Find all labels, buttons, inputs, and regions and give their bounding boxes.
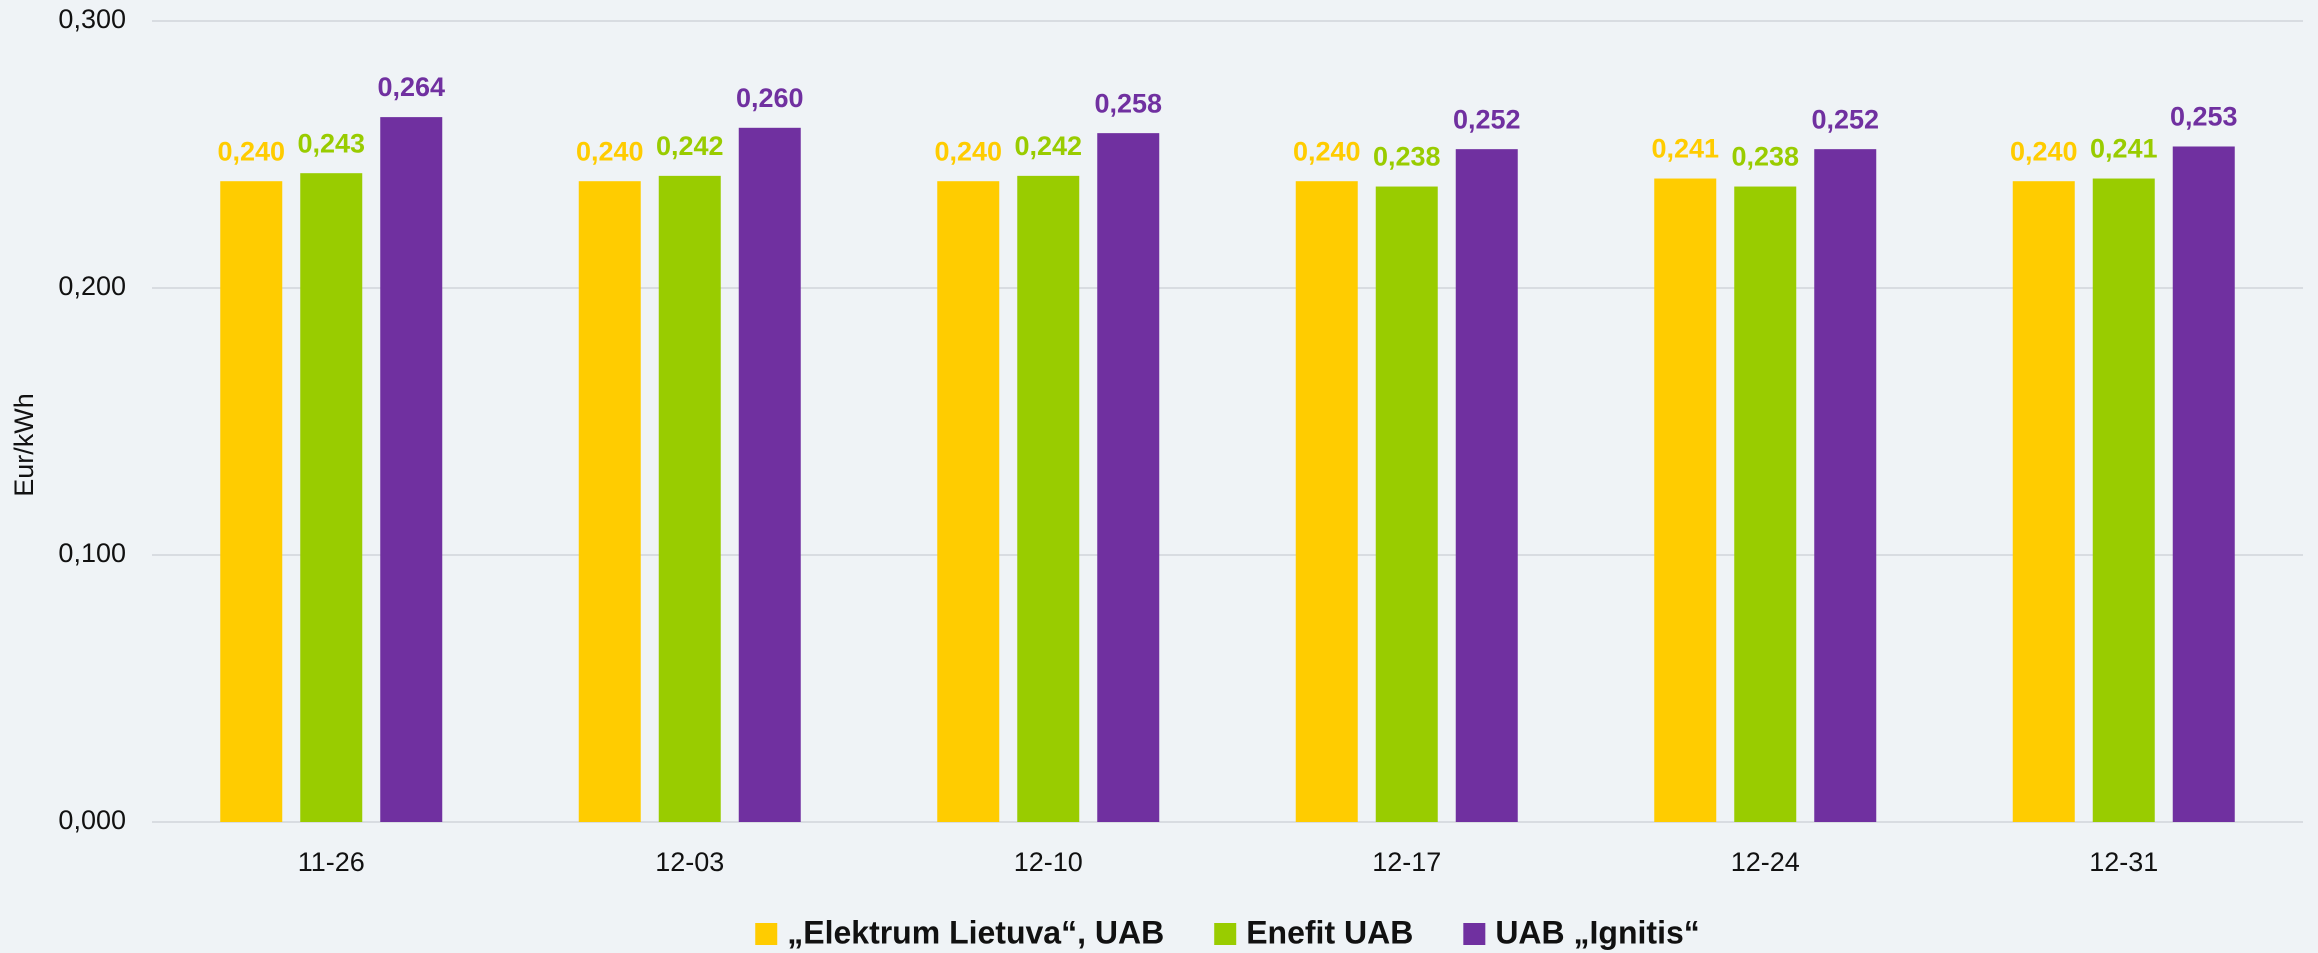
bar	[380, 117, 443, 823]
data-label: 0,253	[2170, 102, 2238, 132]
y-tick-label: 0,300	[58, 4, 126, 34]
legend-swatch	[755, 923, 778, 945]
x-tick-label: 12-03	[655, 847, 724, 877]
bar	[1814, 149, 1877, 822]
bar	[1654, 178, 1717, 822]
y-axis-label: Eur/kWh	[9, 393, 39, 497]
data-label: 0,238	[1731, 142, 1799, 172]
bar	[937, 181, 1000, 822]
bar	[1097, 133, 1160, 822]
data-label: 0,258	[1094, 88, 1162, 118]
bar	[2092, 178, 2155, 822]
bar	[1455, 149, 1518, 822]
data-label: 0,238	[1373, 142, 1441, 172]
data-label: 0,260	[736, 83, 804, 113]
legend-label: „Elektrum Lietuva“, UAB	[787, 914, 1164, 950]
legend-swatch	[1214, 923, 1237, 945]
x-tick-label: 12-10	[1014, 847, 1083, 877]
data-label: 0,240	[1293, 136, 1361, 166]
x-tick-label: 12-31	[2089, 847, 2158, 877]
data-label: 0,240	[2010, 136, 2078, 166]
bar	[1017, 175, 1080, 823]
x-tick-label: 12-24	[1731, 847, 1800, 877]
y-tick-label: 0,200	[58, 271, 126, 301]
bar	[1375, 186, 1438, 823]
bar	[2172, 146, 2235, 823]
x-tick-label: 12-17	[1372, 847, 1441, 877]
data-label: 0,252	[1811, 104, 1879, 134]
data-label: 0,240	[217, 136, 285, 166]
bar	[1295, 181, 1358, 822]
y-tick-label: 0,000	[58, 805, 126, 835]
bar	[658, 175, 721, 823]
data-label: 0,240	[934, 136, 1002, 166]
data-label: 0,241	[1651, 134, 1719, 164]
bar	[220, 181, 283, 822]
data-label: 0,264	[377, 72, 445, 102]
legend-label: UAB „Ignitis“	[1495, 914, 1699, 950]
data-label: 0,243	[297, 128, 365, 158]
data-label: 0,242	[656, 131, 724, 161]
bar	[300, 173, 363, 822]
legend-swatch	[1463, 923, 1486, 945]
y-tick-label: 0,100	[58, 538, 126, 568]
legend-label: Enefit UAB	[1246, 914, 1413, 950]
data-label: 0,242	[1014, 131, 1082, 161]
bar	[578, 181, 641, 822]
data-label: 0,252	[1453, 104, 1521, 134]
bar	[1734, 186, 1797, 823]
bar	[738, 127, 801, 823]
data-label: 0,240	[576, 136, 644, 166]
bar	[2012, 181, 2075, 822]
data-label: 0,241	[2090, 134, 2158, 164]
x-tick-label: 11-26	[298, 847, 365, 877]
